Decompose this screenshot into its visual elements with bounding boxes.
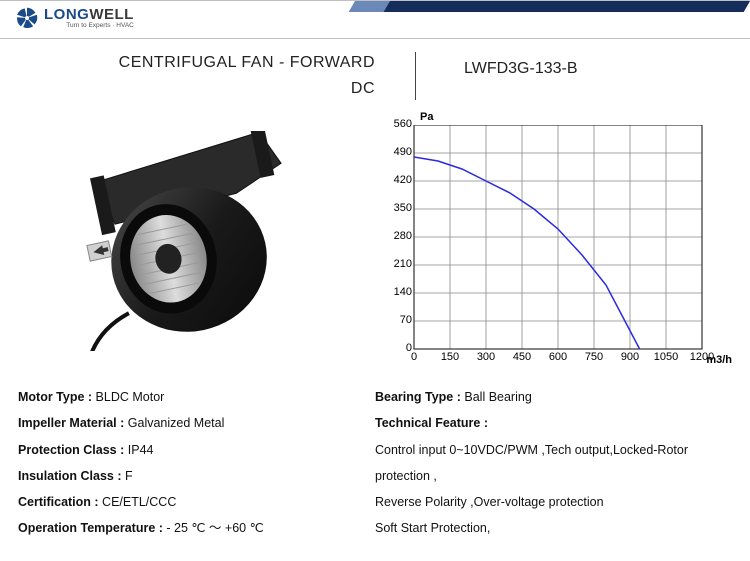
spec-row: Insulation Class : F <box>18 463 375 489</box>
chart-xtick: 600 <box>543 351 573 363</box>
chart-ytick: 560 <box>382 118 412 130</box>
tech-feature-line: Soft Start Protection, <box>375 515 732 541</box>
spec-technical-label: Technical Feature : <box>375 410 732 436</box>
product-image <box>0 111 360 371</box>
header: LONGWELL Turn to Experts · HVAC <box>0 0 750 38</box>
tech-feature-line: Control input 0~10VDC/PWM ,Tech output,L… <box>375 437 732 490</box>
spec-row: Motor Type : BLDC Motor <box>18 384 375 410</box>
logo-text: LONGWELL <box>44 7 134 22</box>
specs-left-column: Motor Type : BLDC MotorImpeller Material… <box>18 384 375 542</box>
chart-y-unit: Pa <box>420 111 433 123</box>
chart-xtick: 900 <box>615 351 645 363</box>
chart-ytick: 140 <box>382 286 412 298</box>
chart-xtick: 750 <box>579 351 609 363</box>
chart-xtick: 450 <box>507 351 537 363</box>
header-stripe <box>370 1 750 39</box>
spec-bearing: Bearing Type : Ball Bearing <box>375 384 732 410</box>
model-number: LWFD3G-133-B <box>416 50 578 78</box>
chart-xtick: 150 <box>435 351 465 363</box>
chart-xtick: 300 <box>471 351 501 363</box>
performance-chart: Pa m3/h 070140210280350420490560 0150300… <box>360 111 730 376</box>
chart-ytick: 420 <box>382 174 412 186</box>
tech-feature-line: Reverse Polarity ,Over-voltage protectio… <box>375 489 732 515</box>
spec-row: Certification : CE/ETL/CCC <box>18 489 375 515</box>
chart-ytick: 280 <box>382 230 412 242</box>
logo: LONGWELL Turn to Experts · HVAC <box>14 5 134 31</box>
chart-ytick: 490 <box>382 146 412 158</box>
spec-row: Impeller Material : Galvanized Metal <box>18 410 375 436</box>
spec-row: Operation Temperature : - 25 ℃ ～ +60 ℃ <box>18 515 375 541</box>
chart-xtick: 0 <box>399 351 429 363</box>
chart-ytick: 350 <box>382 202 412 214</box>
fan-icon <box>14 5 40 31</box>
specs-right-column: Bearing Type : Ball Bearing Technical Fe… <box>375 384 732 542</box>
title-row: CENTRIFUGAL FAN - FORWARDDC LWFD3G-133-B <box>0 50 750 101</box>
chart-xtick: 1050 <box>651 351 681 363</box>
spec-row: Protection Class : IP44 <box>18 437 375 463</box>
chart-ytick: 210 <box>382 258 412 270</box>
chart-xtick: 1200 <box>687 351 717 363</box>
chart-ytick: 70 <box>382 314 412 326</box>
chart-plot <box>360 125 720 365</box>
specs-section: Motor Type : BLDC MotorImpeller Material… <box>0 384 750 542</box>
product-category: CENTRIFUGAL FAN - FORWARDDC <box>0 50 415 101</box>
logo-tagline: Turn to Experts · HVAC <box>44 23 134 30</box>
